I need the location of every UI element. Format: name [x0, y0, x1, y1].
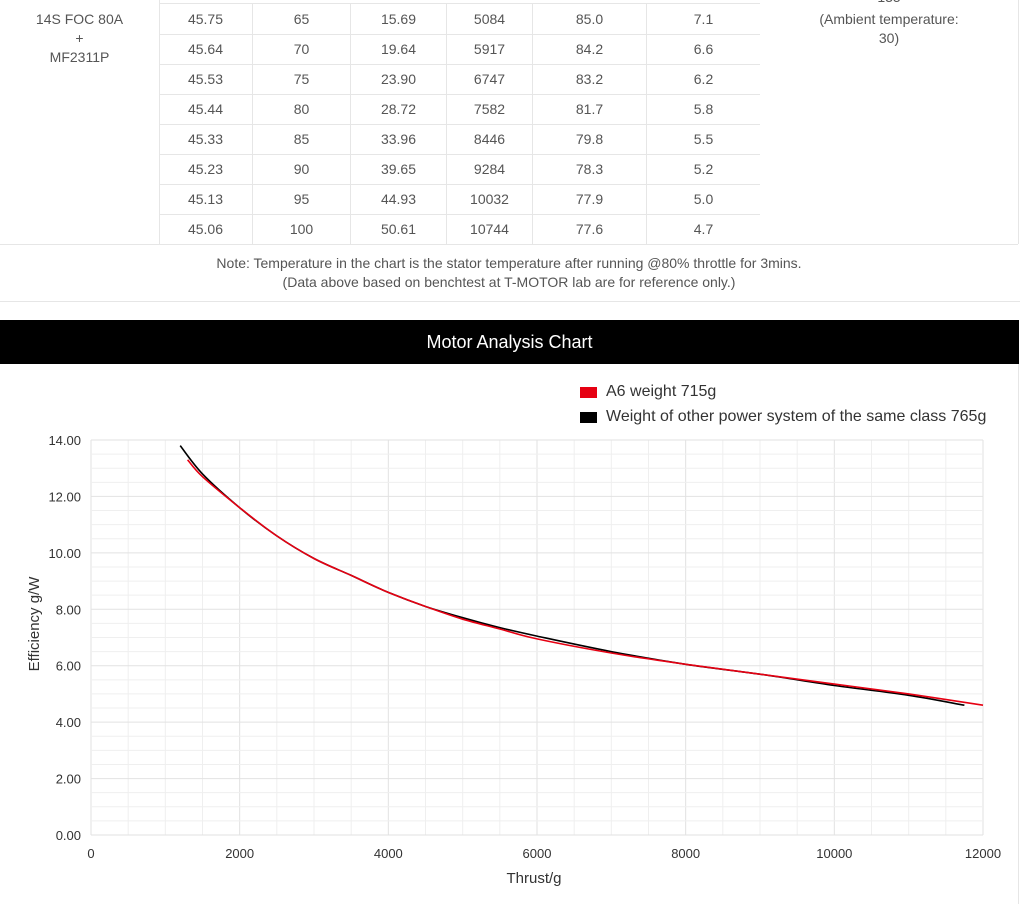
table-cell: 100	[252, 214, 350, 244]
table-cell: 95	[252, 184, 350, 214]
table-cell: 75	[252, 64, 350, 94]
y-tick-label: 14.00	[48, 433, 81, 448]
table-row: 45.44 80 28.72 7582 81.7 5.8	[159, 94, 760, 125]
chart-border	[1018, 364, 1019, 904]
table-cell: 45.23	[187, 161, 224, 177]
table-row: 45.06 100 50.61 10744 77.6 4.7	[159, 214, 760, 244]
y-axis-label: Efficiency g/W	[26, 576, 43, 672]
table-row: 45.23 90 39.65 9284 78.3 5.2	[159, 154, 760, 185]
motor-data-table: + 14S FOC 80A + MF2311P 45.75 6515.695084…	[0, 0, 1020, 302]
table-cell: 77.9	[532, 184, 646, 214]
legend-swatch	[580, 387, 597, 398]
table-cell: 5.5	[646, 124, 760, 154]
x-tick-label: 12000	[965, 846, 1001, 861]
table-divider	[0, 244, 1018, 245]
temperature-value: 135	[760, 0, 1018, 5]
table-note: Note: Temperature in the chart is the st…	[216, 255, 802, 271]
chart-title: Motor Analysis Chart	[426, 332, 593, 352]
table-cell: 5084	[446, 4, 532, 34]
x-tick-label: 4000	[374, 846, 403, 861]
table-cell: 65	[252, 4, 350, 34]
combo-line: 14S FOC 80A	[35, 11, 124, 27]
x-tick-label: 0	[87, 846, 94, 861]
table-cell: 6747	[446, 64, 532, 94]
y-tick-label: 6.00	[56, 659, 81, 674]
x-tick-label: 10000	[816, 846, 852, 861]
table-cell: 4.7	[646, 214, 760, 244]
table-cell: 6.2	[646, 64, 760, 94]
efficiency-chart: 0.00 2.00 4.00 6.00 8.00 10.00 12.00 14.00 0 2000…	[26, 433, 1001, 887]
table-row: 45.75 65 15.69 5084 85.0 7.1	[159, 4, 760, 35]
table-cell: 78.3	[532, 154, 646, 184]
table-cell: 28.72	[350, 94, 446, 124]
table-cell: 70	[252, 34, 350, 64]
temperature-note: (Ambient temperature:	[819, 11, 959, 27]
combo-line: +	[0, 0, 159, 4]
y-tick-label: 12.00	[48, 489, 81, 504]
table-cell: 45.75	[187, 11, 224, 27]
table-cell: 15.69	[350, 4, 446, 34]
table-cell: 79.8	[532, 124, 646, 154]
table-cell: 9284	[446, 154, 532, 184]
table-cell: 10032	[446, 184, 532, 214]
table-cell: 5917	[446, 34, 532, 64]
table-cell: 5.0	[646, 184, 760, 214]
temperature-note: 30)	[878, 30, 900, 46]
table-cell: 45.64	[187, 41, 224, 57]
combo-line: +	[75, 30, 84, 46]
table-cell: 6.6	[646, 34, 760, 64]
table-row: 45.64 70 19.64 5917 84.2 6.6	[159, 34, 760, 65]
table-cell: 85	[252, 124, 350, 154]
x-axis-label: Thrust/g	[506, 870, 561, 887]
x-tick-label: 8000	[671, 846, 700, 861]
legend-label: Weight of other power system of the same…	[606, 408, 987, 425]
table-cell: 8446	[446, 124, 532, 154]
x-tick-label: 6000	[523, 846, 552, 861]
chart-header-bar: Motor Analysis Chart	[0, 320, 1019, 364]
table-cell: 45.06	[187, 221, 224, 237]
table-cell: 85.0	[532, 4, 646, 34]
table-cell: 39.65	[350, 154, 446, 184]
table-cell: 50.61	[350, 214, 446, 244]
table-cell: 45.53	[187, 71, 224, 87]
table-cell: 10744	[446, 214, 532, 244]
combo-description-cell: + 14S FOC 80A + MF2311P	[0, 0, 160, 244]
table-cell: 44.93	[350, 184, 446, 214]
y-tick-label: 2.00	[56, 772, 81, 787]
table-cell: 84.2	[532, 34, 646, 64]
y-tick-label: 4.00	[56, 715, 81, 730]
combo-line: MF2311P	[49, 49, 110, 65]
table-cell: 45.33	[187, 131, 224, 147]
table-row-border	[159, 3, 760, 4]
table-cell: 80	[252, 94, 350, 124]
table-cell: 45.44	[187, 101, 224, 117]
table-cell: 77.6	[532, 214, 646, 244]
y-tick-label: 8.00	[56, 602, 81, 617]
legend-swatch	[580, 412, 597, 423]
table-cell: 90	[252, 154, 350, 184]
table-cell: 5.8	[646, 94, 760, 124]
series-line	[179, 445, 965, 706]
table-cell: 83.2	[532, 64, 646, 94]
table-cell: 45.13	[187, 191, 224, 207]
table-disclaimer: (Data above based on benchtest at T-MOTO…	[282, 274, 736, 290]
table-row: 45.53 75 23.90 6747 83.2 6.2	[159, 64, 760, 95]
legend-label: A6 weight 715g	[606, 383, 717, 400]
x-tick-label: 2000	[225, 846, 254, 861]
table-row: 45.33 85 33.96 8446 79.8 5.5	[159, 124, 760, 155]
temperature-cell: 135 (Ambient temperature: 30)	[760, 0, 1019, 244]
table-cell: 7582	[446, 94, 532, 124]
table-cell: 7.1	[646, 4, 760, 34]
table-cell: 33.96	[350, 124, 446, 154]
table-cell: 23.90	[350, 64, 446, 94]
table-row: 45.13 95 44.93 10032 77.9 5.0	[159, 184, 760, 215]
y-tick-label: 10.00	[48, 546, 81, 561]
table-cell: 19.64	[350, 34, 446, 64]
series-line	[186, 459, 984, 706]
table-cell: 5.2	[646, 154, 760, 184]
y-tick-label: 0.00	[56, 828, 81, 843]
table-cell: 81.7	[532, 94, 646, 124]
